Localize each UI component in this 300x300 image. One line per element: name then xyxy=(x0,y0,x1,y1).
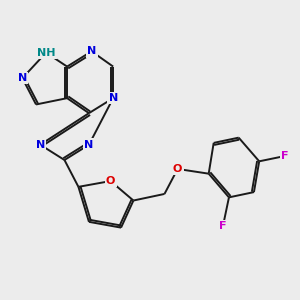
Text: N: N xyxy=(18,73,27,83)
Text: NH: NH xyxy=(37,48,55,58)
Text: N: N xyxy=(36,140,45,150)
Text: N: N xyxy=(87,46,96,56)
Text: F: F xyxy=(219,221,226,231)
Text: O: O xyxy=(106,176,115,186)
Text: N: N xyxy=(109,93,118,103)
Text: O: O xyxy=(173,164,182,174)
Text: F: F xyxy=(281,151,289,161)
Text: N: N xyxy=(84,140,94,150)
